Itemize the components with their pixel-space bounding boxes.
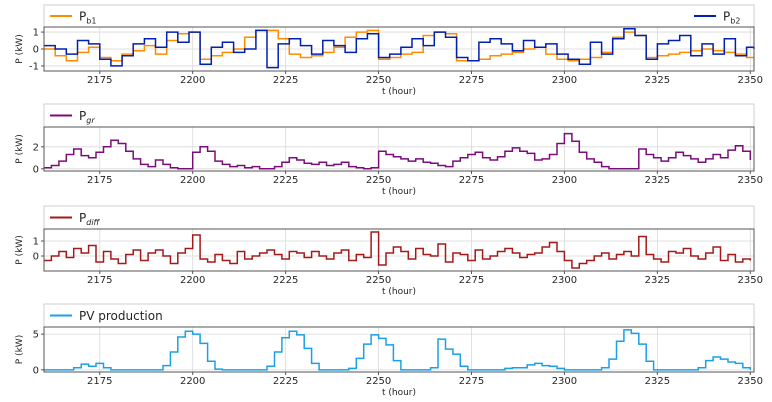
x-tick-label: 2350 (738, 376, 763, 387)
x-tick-label: 2325 (645, 175, 670, 186)
chart-panel-2: 2175 2200 2225 2250 2275 2300 2325 2350 0 2 t (hou… (15, 103, 763, 197)
y-tick-label: 0 (33, 365, 39, 376)
y-tick-label: 1 (33, 28, 39, 39)
x-tick-label: 2175 (87, 175, 112, 186)
y-axis-label: P (kW) (15, 235, 25, 264)
x-axis-label: t (hour) (382, 87, 416, 97)
x-tick-label: 2300 (552, 175, 577, 186)
x-tick-label: 2300 (552, 75, 577, 86)
axes-frame (43, 228, 755, 272)
x-tick-label: 2225 (273, 275, 298, 286)
x-tick-label: 2300 (552, 376, 577, 387)
x-tick-label: 2250 (366, 275, 391, 286)
x-axis-label: t (hour) (382, 187, 416, 197)
plot-area (44, 127, 754, 171)
x-tick-label: 2225 (273, 376, 298, 387)
x-tick-label: 2225 (273, 175, 298, 186)
x-tick-label: 2275 (459, 275, 484, 286)
x-tick-label: 2350 (738, 175, 763, 186)
y-axis-label: P (kW) (15, 335, 25, 364)
y-tick-label: 0 (33, 45, 39, 56)
series-line-Pgr (44, 132, 752, 170)
x-tick-label: 2175 (87, 275, 112, 286)
x-tick-label: 2200 (180, 275, 205, 286)
x-tick-label: 2200 (180, 376, 205, 387)
y-tick-label: 2 (33, 142, 39, 153)
x-tick-label: 2325 (645, 275, 670, 286)
series-line-Pdiff (44, 231, 752, 269)
x-tick-label: 2325 (645, 75, 670, 86)
x-tick-label: 2275 (459, 376, 484, 387)
x-tick-label: 2275 (459, 175, 484, 186)
x-tick-label: 2175 (87, 376, 112, 387)
x-tick-label: 2325 (645, 376, 670, 387)
axes-frame (43, 326, 755, 373)
x-tick-label: 2350 (738, 275, 763, 286)
series-line-Pb2 (44, 27, 755, 69)
y-tick-label: 5 (33, 330, 39, 341)
chart-panel-1: 2175 2200 2225 2250 2275 2300 2325 2350 -1 0 1 t (h… (15, 4, 763, 97)
x-tick-label: 2300 (552, 275, 577, 286)
x-tick-label: 2275 (459, 75, 484, 86)
x-tick-label: 2250 (366, 175, 391, 186)
y-tick-label: 0 (33, 164, 39, 175)
x-tick-label: 2225 (273, 75, 298, 86)
y-tick-label: 1 (33, 237, 39, 248)
x-axis-label: t (hour) (382, 388, 416, 398)
x-axis-label: t (hour) (382, 287, 416, 297)
x-tick-label: 2200 (180, 75, 205, 86)
legend-frame (43, 103, 755, 128)
legend-entry-PV production: PV production (50, 309, 163, 323)
legend-label: PV production (79, 309, 163, 323)
chart-panel-4: 2175 2200 2225 2250 2275 2300 2325 2350 0 5 t (hou… (15, 303, 763, 398)
y-axis-label: P (kW) (15, 34, 25, 63)
plot-area (44, 229, 754, 271)
x-tick-label: 2175 (87, 75, 112, 86)
series-line-PV production (44, 329, 752, 371)
y-axis-label: P (kW) (15, 134, 25, 163)
y-tick-label: 0 (33, 252, 39, 263)
y-tick-label: -1 (29, 61, 39, 72)
x-tick-label: 2350 (738, 75, 763, 86)
x-tick-label: 2250 (366, 75, 391, 86)
axes-frame (43, 126, 755, 172)
chart-panel-3: 2175 2200 2225 2250 2275 2300 2325 2350 0 1 t (hou… (15, 205, 763, 297)
x-tick-label: 2200 (180, 175, 205, 186)
x-tick-label: 2250 (366, 376, 391, 387)
legend-frame (43, 205, 755, 230)
legend-frame (43, 4, 755, 28)
